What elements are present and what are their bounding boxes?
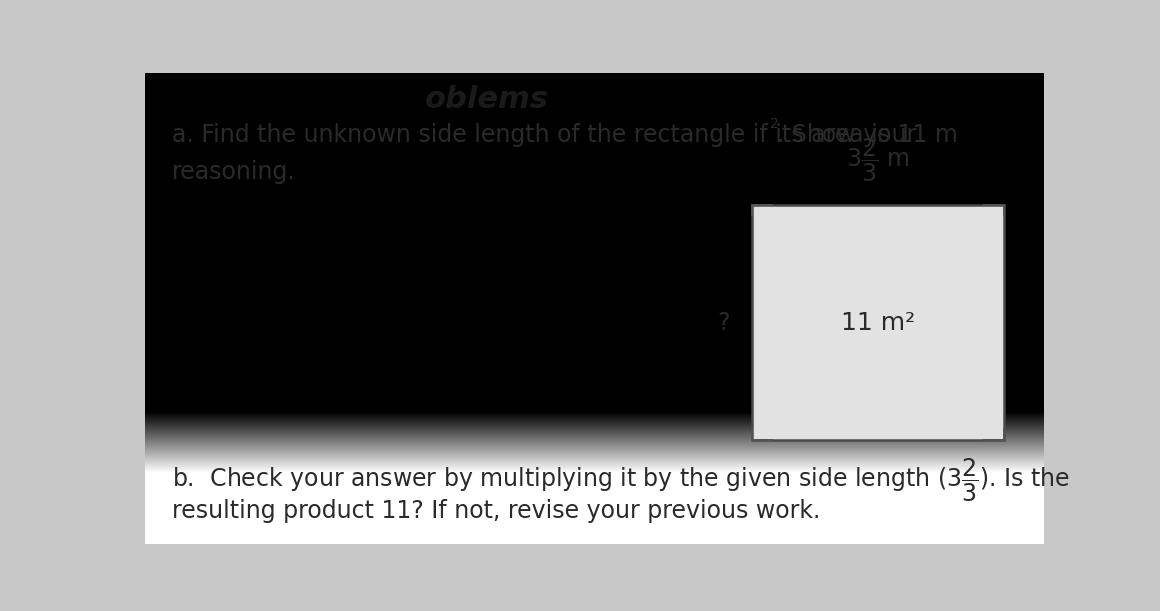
Bar — [752, 205, 1003, 441]
Text: a. Find the unknown side length of the rectangle if its area is 11 m: a. Find the unknown side length of the r… — [172, 123, 958, 147]
Text: 11 m²: 11 m² — [841, 310, 915, 335]
Text: 2: 2 — [770, 117, 778, 131]
Text: b.  Check your answer by multiplying it by the given side length (3$\dfrac{2}{3}: b. Check your answer by multiplying it b… — [172, 457, 1070, 504]
Text: reasoning.: reasoning. — [172, 160, 296, 185]
Text: . Show your: . Show your — [777, 123, 916, 147]
Text: oblems: oblems — [425, 85, 549, 114]
Text: ?: ? — [717, 310, 730, 335]
Text: resulting product 11? If not, revise your previous work.: resulting product 11? If not, revise you… — [172, 499, 820, 523]
Text: $3\dfrac{2}{3}$ m: $3\dfrac{2}{3}$ m — [846, 136, 909, 184]
